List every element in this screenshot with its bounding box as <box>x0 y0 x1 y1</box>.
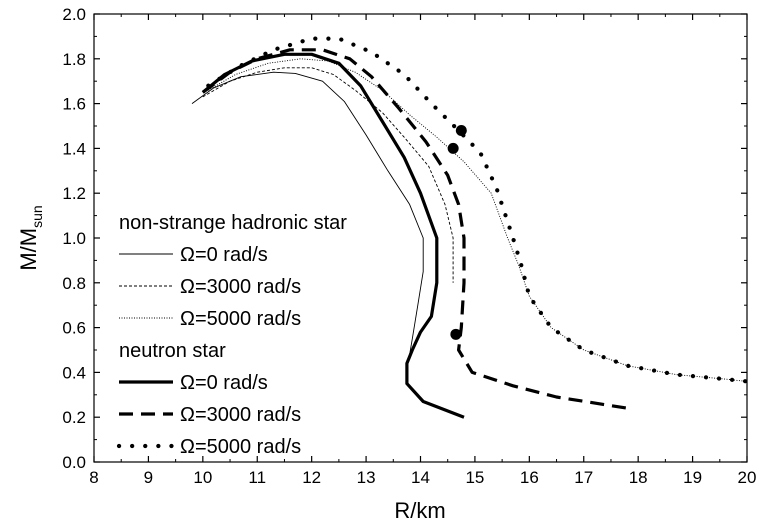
y-tick-label: 1.0 <box>62 229 86 248</box>
x-tick-label: 13 <box>357 468 376 487</box>
x-tick-label: 14 <box>411 468 430 487</box>
series-line-h0 <box>191 71 424 362</box>
legend-entry-label: Ω=5000 rad/s <box>180 308 301 330</box>
y-tick-label: 0.4 <box>62 363 86 382</box>
x-tick-label: 12 <box>302 468 321 487</box>
y-tick-label: 0.6 <box>62 319 86 338</box>
x-tick-label: 19 <box>683 468 702 487</box>
y-tick-label: 1.2 <box>62 184 86 203</box>
legend-entry-label: Ω=0 rad/s <box>180 244 268 266</box>
marker-point-2 <box>447 142 459 154</box>
x-tick-label: 10 <box>193 468 212 487</box>
legend-entry-label: Ω=3000 rad/s <box>180 276 301 298</box>
legend-entry-label: Ω=5000 rad/s <box>180 436 301 458</box>
y-tick-label: 0.2 <box>62 408 86 427</box>
x-tick-label: 20 <box>738 468 757 487</box>
legend-entry-label: Ω=3000 rad/s <box>180 404 301 426</box>
marker-point-1 <box>455 124 467 136</box>
x-tick-label: 9 <box>144 468 153 487</box>
x-axis-label: R/km <box>394 498 445 523</box>
x-tick-label: 11 <box>248 468 266 487</box>
series-line-h5000 <box>208 58 748 382</box>
x-tick-label: 15 <box>465 468 484 487</box>
y-tick-label: 1.6 <box>62 95 86 114</box>
marker-point-3 <box>450 328 462 340</box>
legend-group-header: neutron star <box>119 340 226 362</box>
y-axis-label-main: M/M <box>16 228 41 271</box>
x-tick-label: 17 <box>574 468 593 487</box>
y-tick-label: 2.0 <box>62 5 86 24</box>
x-tick-label: 8 <box>89 468 98 487</box>
y-axis-label: M/Msun <box>16 205 45 270</box>
series-line-n0 <box>201 52 465 419</box>
y-tick-label: 0.0 <box>62 453 86 472</box>
y-tick-label: 1.4 <box>62 139 86 158</box>
legend-group-header: non-strange hadronic star <box>119 212 347 234</box>
legend-entry-label: Ω=0 rad/s <box>180 372 268 394</box>
y-tick-label: 0.8 <box>62 274 86 293</box>
series-line-n3000 <box>201 48 628 410</box>
legend: non-strange hadronic star Ω=0 rad/s Ω=3000… <box>116 212 347 458</box>
curve-layer <box>191 36 750 419</box>
series-line-n5000 <box>206 36 750 384</box>
series-line-h3000 <box>202 67 454 283</box>
axis-ticks: 8 9 10 11 12 13 14 15 16 17 18 19 20 0.0 0.2 0.4 0.6 0.8 1… <box>62 5 756 487</box>
y-tick-label: 1.8 <box>62 50 86 69</box>
x-tick-label: 18 <box>629 468 648 487</box>
y-axis-label-sub: sun <box>29 205 45 228</box>
plot-frame <box>93 13 748 463</box>
x-tick-label: 16 <box>520 468 539 487</box>
